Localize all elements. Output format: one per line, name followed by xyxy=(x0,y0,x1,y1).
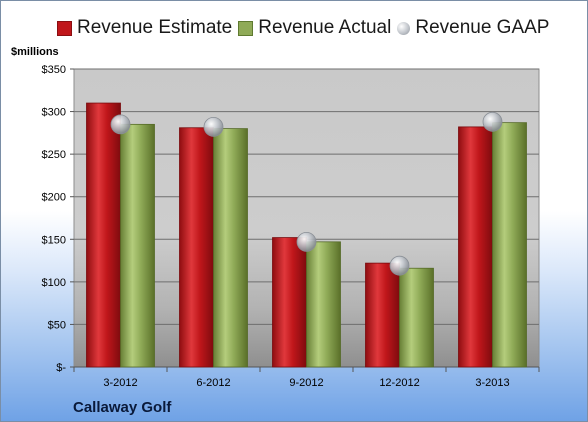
gaap-marker xyxy=(482,111,503,132)
company-name: Callaway Golf xyxy=(73,399,172,416)
legend-item-estimate: Revenue Estimate xyxy=(1,17,232,39)
x-tick-label: 3-2013 xyxy=(475,377,509,389)
x-tick-label: 12-2012 xyxy=(379,377,419,389)
x-tick-label: 6-2012 xyxy=(196,377,230,389)
gaap-marker xyxy=(203,116,224,137)
legend-swatch-estimate xyxy=(57,20,72,36)
y-tick-label: $150 xyxy=(42,234,66,246)
y-tick-label: $200 xyxy=(42,192,66,204)
y-tick-label: $250 xyxy=(42,149,66,161)
y-tick-label: $- xyxy=(56,362,66,374)
gaap-marker xyxy=(110,114,131,135)
y-tick-label: $350 xyxy=(42,64,66,76)
gaap-marker xyxy=(389,255,410,276)
legend-item-actual: Revenue Actual xyxy=(238,17,391,39)
estimate-bar xyxy=(86,102,121,368)
actual-bar xyxy=(120,123,155,368)
actual-bar xyxy=(213,128,248,368)
legend-marker-gaap xyxy=(397,21,411,35)
gaap-marker xyxy=(296,231,317,252)
x-tick-label: 3-2012 xyxy=(103,377,137,389)
estimate-bar xyxy=(272,237,307,368)
legend-swatch-actual xyxy=(238,20,254,36)
y-tick-label: $100 xyxy=(42,277,66,289)
actual-bar xyxy=(492,122,527,368)
y-tick-label: $300 xyxy=(42,107,66,119)
y-axis-unit-label: $millions xyxy=(11,46,59,58)
y-tick-label: $50 xyxy=(48,319,66,331)
estimate-bar xyxy=(365,262,400,368)
legend-label-actual: Revenue Actual xyxy=(258,17,392,38)
x-tick-label: 9-2012 xyxy=(289,377,323,389)
legend-item-gaap: Revenue GAAP xyxy=(397,17,549,39)
actual-bar xyxy=(306,241,341,368)
legend: Revenue Estimate Revenue Actual Revenue … xyxy=(1,15,555,41)
estimate-bar xyxy=(179,127,214,368)
estimate-bar xyxy=(458,126,493,368)
legend-label-gaap: Revenue GAAP xyxy=(415,17,550,38)
actual-bar xyxy=(399,267,434,368)
legend-label-estimate: Revenue Estimate xyxy=(77,17,233,38)
